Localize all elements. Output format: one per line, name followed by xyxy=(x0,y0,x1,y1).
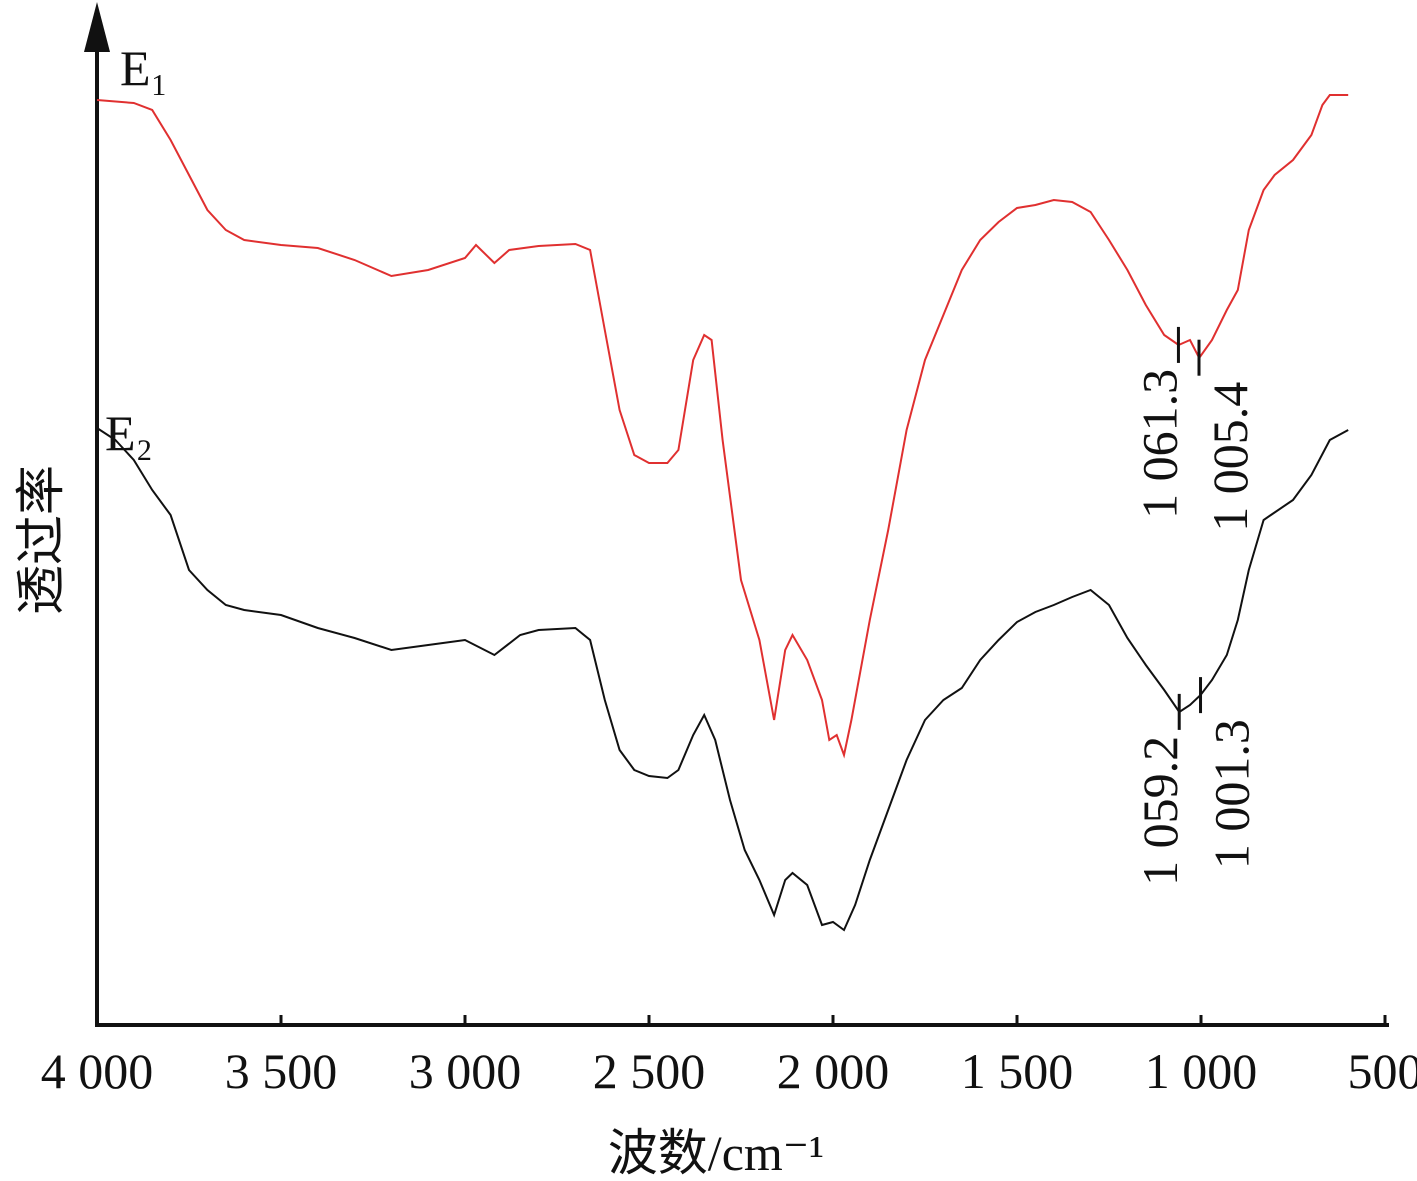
annotation-label: 1 061.3 xyxy=(1131,369,1187,519)
x-tick-label: 3 000 xyxy=(409,1043,522,1099)
x-tick-label: 1 000 xyxy=(1145,1043,1258,1099)
series-label: E₁ xyxy=(120,40,168,96)
series-line xyxy=(96,427,1349,932)
x-tick-label: 3 500 xyxy=(225,1043,338,1099)
annotation-label: 1 001.3 xyxy=(1204,719,1260,869)
x-tick-label: 2 000 xyxy=(777,1043,890,1099)
y-axis-arrow xyxy=(84,2,110,52)
x-tick-label: 500 xyxy=(1348,1043,1417,1099)
x-axis-title: 波数/cm⁻¹ xyxy=(608,1125,824,1181)
annotation-label: 1 005.4 xyxy=(1202,382,1258,532)
x-tick-label: 2 500 xyxy=(593,1043,706,1099)
annotation-label: 1 059.2 xyxy=(1132,736,1188,886)
series-line xyxy=(96,94,1349,759)
series-label: E₂ xyxy=(105,405,153,461)
y-axis-title: 透过率 xyxy=(13,465,69,615)
x-tick-label: 4 000 xyxy=(41,1043,154,1099)
x-tick-label: 1 500 xyxy=(961,1043,1074,1099)
